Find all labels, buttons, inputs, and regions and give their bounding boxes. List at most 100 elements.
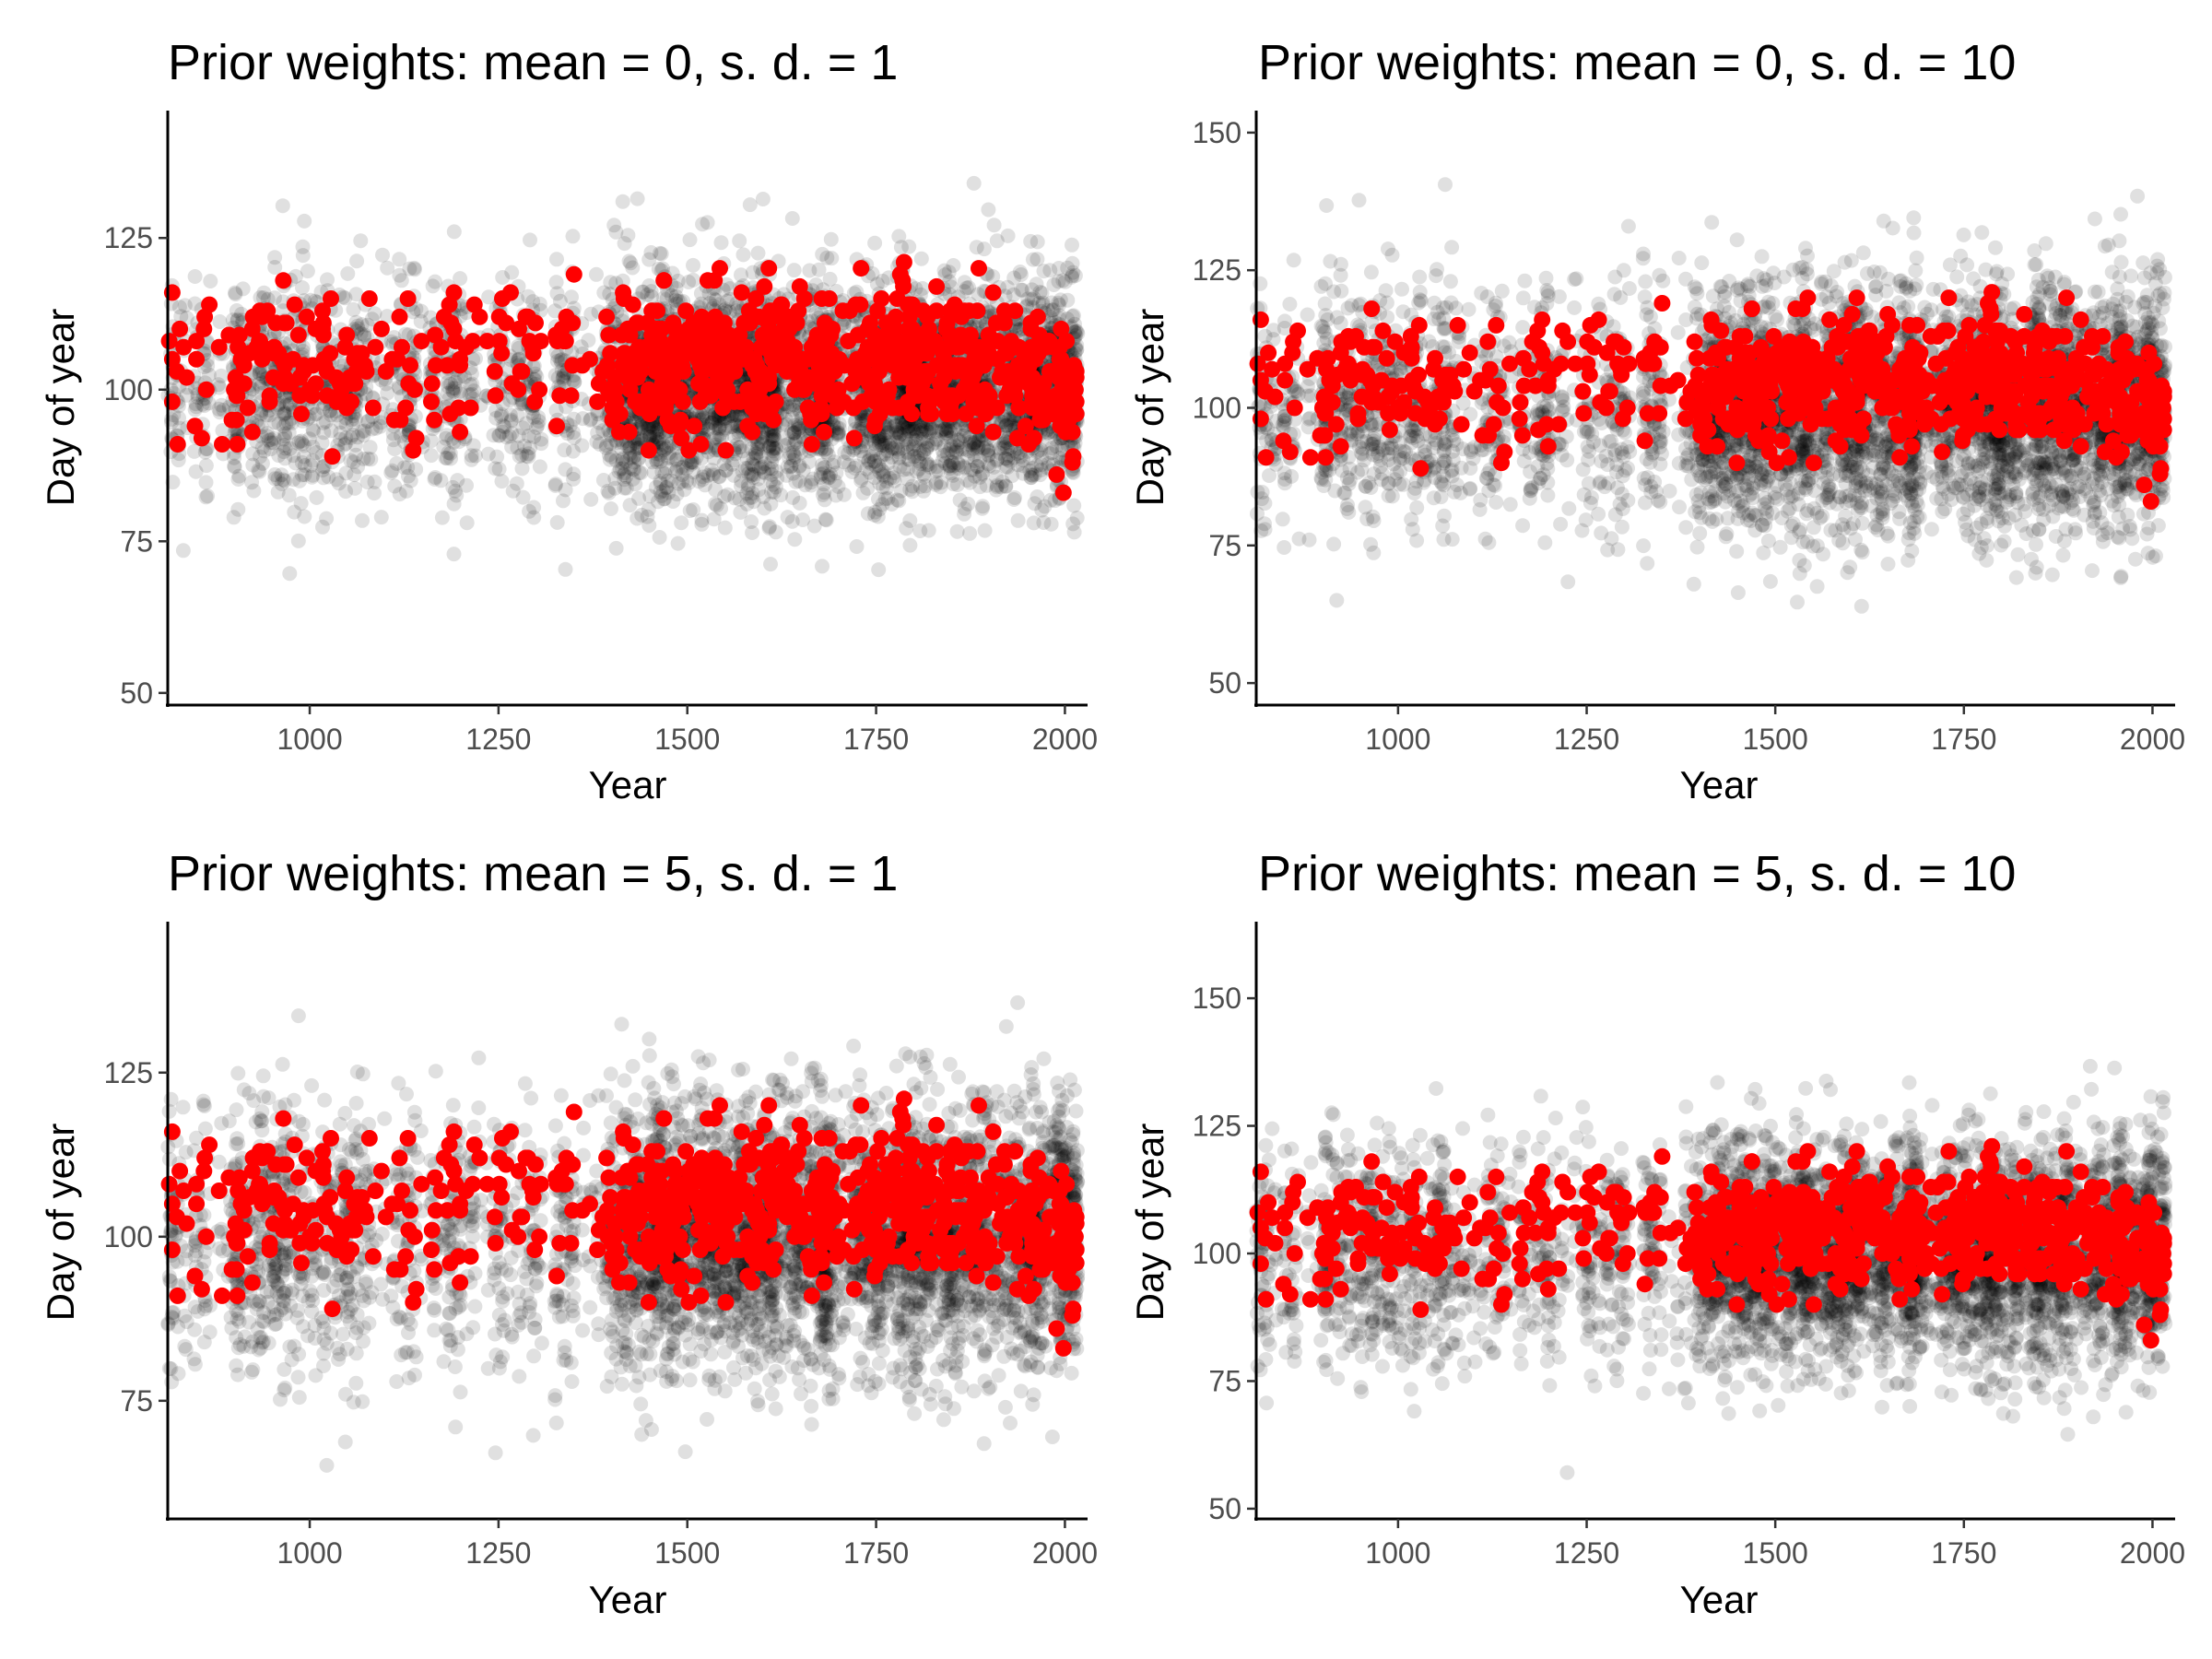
simulated-point (364, 421, 380, 437)
simulated-point (282, 566, 298, 582)
simulated-point (186, 443, 202, 459)
simulated-point (600, 483, 616, 499)
simulated-point (653, 476, 668, 491)
simulated-point (565, 229, 581, 244)
simulated-point (947, 444, 963, 460)
simulated-point (447, 374, 463, 390)
simulated-point (675, 459, 690, 475)
simulated-point (1000, 460, 1016, 475)
simulated-point (802, 263, 818, 278)
simulated-point (446, 224, 462, 240)
simulated-point (767, 431, 782, 447)
simulated-point (436, 439, 452, 454)
simulated-point (849, 539, 865, 554)
simulated-point (171, 453, 186, 468)
simulated-point (1031, 296, 1047, 311)
simulated-point (707, 411, 723, 427)
simulated-point (614, 441, 629, 456)
simulated-point (526, 429, 542, 444)
simulated-point (962, 475, 978, 490)
simulated-point (523, 232, 537, 248)
simulated-point (782, 445, 797, 461)
simulated-point (244, 475, 260, 490)
simulated-point (700, 215, 715, 230)
simulated-point (355, 512, 370, 528)
simulated-point (977, 523, 993, 538)
simulated-point (288, 455, 303, 471)
simulated-point (615, 194, 630, 209)
simulated-point (615, 455, 630, 471)
simulated-point (970, 441, 985, 456)
simulated-point (1026, 515, 1041, 531)
simulated-point (392, 252, 407, 267)
simulated-point (494, 474, 510, 489)
simulated-point (566, 411, 582, 427)
simulated-point (548, 403, 564, 418)
simulated-point (198, 475, 214, 490)
simulated-point (837, 444, 853, 460)
simulated-point (682, 503, 698, 519)
simulated-point (787, 532, 803, 547)
simulated-point (936, 439, 952, 454)
simulated-point (608, 540, 624, 556)
simulated-point (892, 459, 908, 475)
simulated-point (235, 281, 251, 297)
simulated-point (333, 415, 348, 430)
simulated-point (686, 257, 700, 273)
simulated-point (629, 511, 645, 526)
simulated-point (297, 509, 312, 524)
simulated-point (764, 432, 780, 448)
simulated-point (936, 263, 952, 278)
simulated-point (407, 262, 422, 277)
simulated-point (670, 535, 686, 551)
simulated-point (534, 431, 549, 447)
simulated-point (989, 479, 1005, 495)
simulated-point (348, 447, 364, 463)
simulated-point (245, 457, 261, 473)
simulated-point (818, 512, 833, 527)
simulated-point (198, 489, 214, 505)
simulated-point (969, 240, 984, 255)
simulated-point (765, 443, 781, 459)
simulated-point (979, 477, 994, 493)
simulated-point (442, 445, 458, 461)
simulated-point (913, 251, 929, 266)
simulated-point (1066, 498, 1082, 513)
simulated-point (316, 470, 331, 486)
simulated-point (256, 285, 272, 300)
simulated-point (867, 470, 882, 486)
simulated-point (819, 250, 835, 265)
simulated-point (532, 459, 547, 475)
simulated-point (295, 248, 311, 264)
simulated-point (367, 486, 382, 501)
simulated-point (590, 425, 606, 441)
simulated-point (425, 278, 441, 294)
simulated-point (1066, 524, 1082, 540)
simulated-point (606, 218, 622, 233)
simulated-point (634, 284, 650, 300)
simulated-point (320, 272, 335, 288)
simulated-point (631, 490, 647, 506)
simulated-point (1065, 255, 1080, 271)
simulated-point (459, 515, 475, 531)
simulated-point (734, 478, 748, 494)
simulated-point (981, 202, 996, 218)
simulated-point (765, 432, 781, 448)
simulated-point (1013, 267, 1029, 282)
simulated-point (735, 443, 750, 459)
simulated-point (880, 490, 896, 506)
simulated-point (373, 510, 389, 525)
simulated-point (387, 441, 403, 456)
simulated-point (784, 513, 800, 529)
simulated-point (919, 422, 935, 438)
simulated-point (1042, 263, 1058, 278)
simulated-point (1030, 489, 1045, 504)
simulated-point (962, 437, 978, 453)
simulated-point (505, 483, 521, 499)
simulated-point (384, 463, 400, 478)
simulated-point (548, 275, 564, 290)
simulated-point (1030, 252, 1045, 267)
simulated-point (558, 561, 573, 577)
simulated-point (674, 515, 689, 531)
